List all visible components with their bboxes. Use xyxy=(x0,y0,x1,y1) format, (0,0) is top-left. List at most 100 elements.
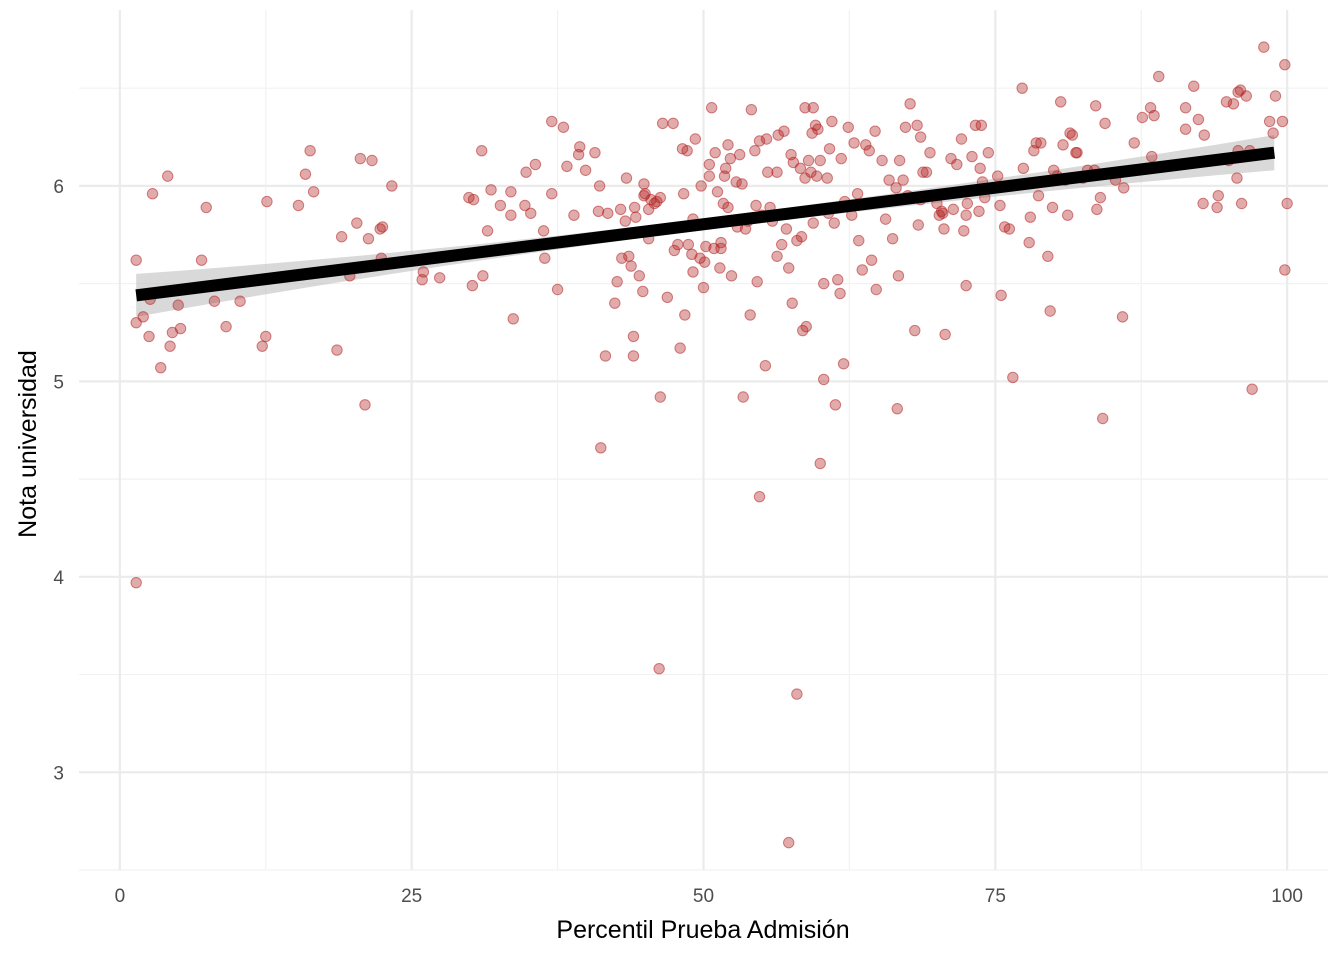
x-tick-label: 100 xyxy=(1271,886,1303,907)
data-point xyxy=(307,186,320,198)
data-point xyxy=(771,166,783,178)
data-point xyxy=(982,146,995,159)
data-point xyxy=(897,174,909,186)
data-point xyxy=(256,340,268,352)
data-point xyxy=(829,399,842,411)
data-point xyxy=(1269,90,1282,102)
data-point xyxy=(681,145,693,157)
data-point xyxy=(130,254,142,266)
data-point xyxy=(886,232,899,245)
data-point xyxy=(1046,201,1059,214)
data-point xyxy=(1220,96,1233,108)
data-point xyxy=(783,262,795,274)
data-point xyxy=(939,328,951,341)
data-point xyxy=(811,170,823,182)
data-point xyxy=(234,295,246,307)
data-point xyxy=(724,152,737,165)
data-point xyxy=(592,205,605,218)
data-point xyxy=(795,231,808,243)
data-point xyxy=(616,252,628,264)
data-point xyxy=(366,154,378,167)
data-point xyxy=(961,197,974,210)
data-point xyxy=(772,129,784,141)
data-point xyxy=(937,207,949,219)
data-point xyxy=(1044,305,1056,317)
data-point xyxy=(299,168,312,180)
data-point xyxy=(304,145,316,157)
data-point xyxy=(1240,90,1252,102)
data-point xyxy=(292,199,305,212)
data-point xyxy=(476,145,488,157)
y-tick-label: 5 xyxy=(53,372,64,393)
data-point xyxy=(1246,383,1258,395)
data-point xyxy=(951,158,963,171)
data-point xyxy=(331,344,343,356)
data-point xyxy=(1097,412,1109,425)
data-point xyxy=(661,291,674,304)
data-point xyxy=(466,279,479,292)
data-point xyxy=(546,188,558,200)
data-point xyxy=(904,98,916,110)
data-point xyxy=(539,252,551,264)
data-point xyxy=(938,223,950,235)
data-point xyxy=(860,139,872,151)
data-point xyxy=(623,250,635,262)
data-point xyxy=(1071,146,1083,159)
data-point xyxy=(609,297,621,309)
data-point xyxy=(130,576,142,589)
data-point xyxy=(891,403,903,415)
data-point xyxy=(1017,162,1030,175)
data-point xyxy=(529,158,542,171)
data-point xyxy=(848,137,860,149)
data-point xyxy=(1116,311,1129,323)
data-point xyxy=(625,260,637,272)
data-point xyxy=(146,188,159,200)
data-point xyxy=(359,399,371,411)
data-point xyxy=(715,236,727,249)
data-point xyxy=(1188,80,1200,92)
data-point xyxy=(595,442,607,454)
data-point xyxy=(1057,139,1069,151)
data-point xyxy=(974,162,986,175)
data-point xyxy=(828,217,840,229)
data-point xyxy=(351,217,363,229)
data-point xyxy=(260,330,272,343)
data-point xyxy=(1197,197,1209,210)
data-point xyxy=(835,152,847,165)
data-point xyxy=(1179,102,1192,114)
data-point xyxy=(899,121,912,133)
data-point xyxy=(883,174,895,186)
data-point xyxy=(1094,191,1107,204)
x-tick-label: 50 xyxy=(693,886,714,907)
data-point xyxy=(697,281,710,294)
data-point xyxy=(924,146,936,159)
data-point xyxy=(745,103,758,116)
data-point xyxy=(137,311,149,323)
data-point xyxy=(477,270,489,282)
data-point xyxy=(1003,223,1016,235)
data-point xyxy=(637,285,649,298)
data-point xyxy=(802,154,815,167)
data-point xyxy=(711,186,724,198)
data-point xyxy=(776,238,788,251)
data-point xyxy=(715,242,727,255)
points-layer xyxy=(130,41,1293,849)
data-point xyxy=(751,275,763,288)
data-point xyxy=(172,299,184,311)
data-point xyxy=(794,162,807,175)
x-tick-label: 0 xyxy=(115,886,126,907)
x-tick-label: 25 xyxy=(401,886,422,907)
data-point xyxy=(208,295,221,307)
data-point xyxy=(674,342,686,354)
data-point xyxy=(1042,250,1054,262)
data-point xyxy=(865,254,878,266)
data-point xyxy=(879,213,892,225)
data-point xyxy=(995,289,1007,302)
data-point xyxy=(698,256,711,268)
data-point xyxy=(1198,129,1210,141)
data-point xyxy=(890,182,902,194)
data-point xyxy=(433,272,446,284)
data-point xyxy=(1016,82,1028,94)
data-point xyxy=(975,119,988,132)
